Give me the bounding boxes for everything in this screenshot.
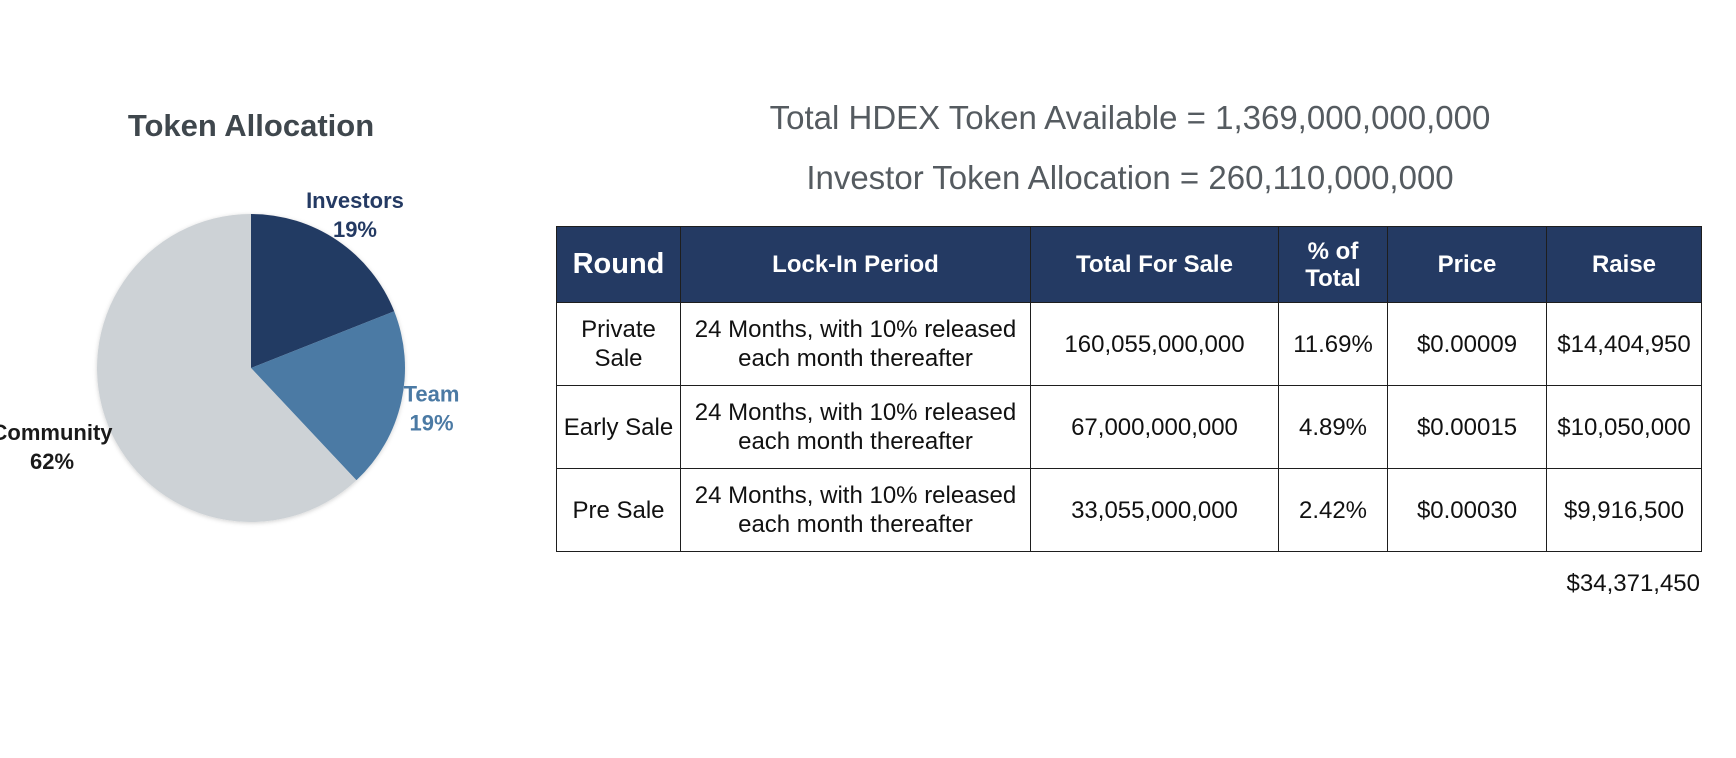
sale-rounds-table: Round Lock-In Period Total For Sale % of… [556,226,1702,552]
table-row: Private Sale 24 Months, with 10% release… [556,302,1702,386]
price-cell: $0.00009 [1387,302,1547,386]
header-lock-in-period: Lock-In Period [680,226,1031,303]
table-row: Early Sale 24 Months, with 10% released … [556,385,1702,469]
total-for-sale-cell: 67,000,000,000 [1030,385,1279,469]
pie-label-team: Team 19% [404,381,460,435]
percent-cell: 4.89% [1278,385,1388,469]
raise-cell: $9,916,500 [1546,468,1702,552]
pie-label-community: Community 62% [0,420,113,474]
header-price: Price [1387,226,1547,303]
header-round: Round [556,226,681,303]
table-header-row: Round Lock-In Period Total For Sale % of… [556,226,1702,303]
round-cell: Early Sale [556,385,681,469]
pie-slice-team [251,311,406,481]
lock-in-cell: 24 Months, with 10% released each month … [680,468,1031,552]
pie-slice-community [96,214,357,522]
header-total-for-sale: Total For Sale [1030,226,1279,303]
header-percent-of-total-label: % of Total [1305,237,1361,292]
total-raise-value: $34,371,450 [1566,570,1700,597]
investor-token-allocation-text: Investor Token Allocation = 260,110,000,… [806,159,1454,196]
total-for-sale-cell: 160,055,000,000 [1030,302,1279,386]
price-cell: $0.00030 [1387,468,1547,552]
pie-slice-investors [251,214,395,368]
pie-label-investors: Investors 19% [306,188,404,242]
header-raise: Raise [1546,226,1702,303]
price-cell: $0.00015 [1387,385,1547,469]
lock-in-cell: 24 Months, with 10% released each month … [680,385,1031,469]
chart-title: Token Allocation [128,108,374,143]
round-cell: Private Sale [556,302,681,386]
lock-in-cell: 24 Months, with 10% released each month … [680,302,1031,386]
total-token-available-text: Total HDEX Token Available = 1,369,000,0… [769,99,1491,136]
raise-cell: $10,050,000 [1546,385,1702,469]
header-percent-of-total: % of Total [1278,226,1388,303]
token-allocation-pie-chart: Token Allocation Investors 19% Team 19% Comm… [0,108,460,522]
percent-cell: 11.69% [1278,302,1388,386]
round-cell: Pre Sale [556,468,681,552]
percent-cell: 2.42% [1278,468,1388,552]
total-for-sale-cell: 33,055,000,000 [1030,468,1279,552]
raise-cell: $14,404,950 [1546,302,1702,386]
table-row: Pre Sale 24 Months, with 10% released ea… [556,468,1702,552]
